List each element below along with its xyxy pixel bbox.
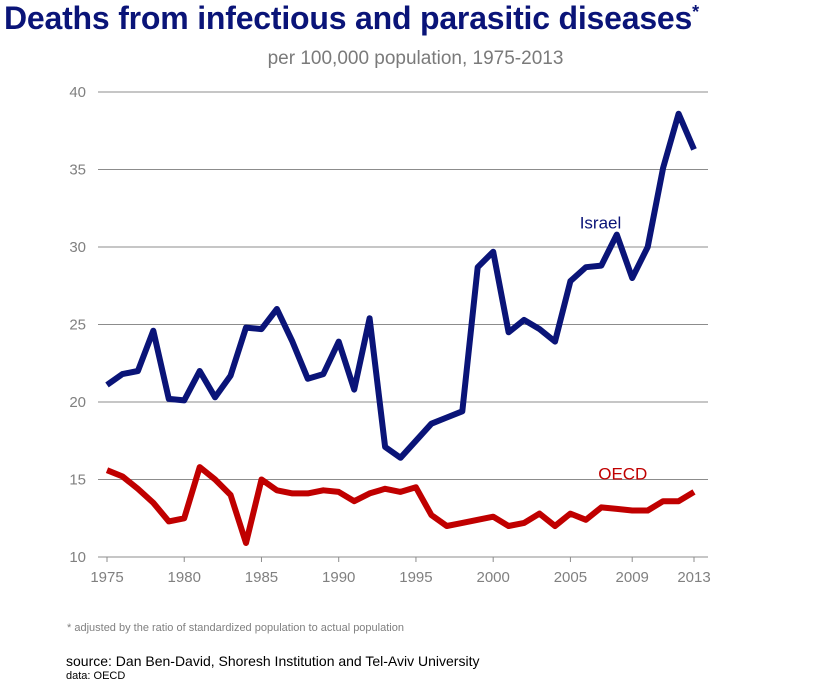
y-tick-label: 40 [69,84,86,101]
y-tick-label: 10 [69,549,86,566]
title-footnote-mark: * [692,2,699,22]
footnote: * adjusted by the ratio of standardized … [67,622,404,634]
y-tick-label: 20 [69,394,86,411]
source-credit: source: Dan Ben-David, Shoresh Instituti… [66,653,480,669]
chart-title: Deaths from infectious and parasitic dis… [4,0,699,36]
x-tick-label: 2013 [677,569,710,586]
series-label-oecd: OECD [598,465,647,484]
x-tick-label: 1975 [90,569,123,586]
x-tick-label: 1990 [322,569,355,586]
x-tick-label: 2005 [554,569,587,586]
series-lines [105,110,697,546]
y-axis-ticks: 10 15 20 25 30 35 40 [69,84,86,566]
y-tick-label: 30 [69,239,86,256]
gridlines [98,91,708,558]
x-tick-label: 2009 [616,569,649,586]
y-tick-label: 25 [69,317,86,334]
x-tick-label: 1995 [399,569,432,586]
series-line-oecd [105,464,696,546]
data-credit: data: OECD [66,670,126,682]
chart-subtitle: per 100,000 population, 1975-2013 [267,48,564,69]
y-tick-label: 35 [69,162,86,179]
x-tick-label: 1985 [245,569,278,586]
series-line-israel [105,110,697,461]
series-label-israel: Israel [580,213,622,232]
x-tick-label: 2000 [476,569,509,586]
series-labels: Israel OECD [580,213,648,483]
x-axis-ticks: 1975 1980 1985 1990 1995 2000 2005 2009 2013 [90,557,711,586]
y-tick-label: 15 [69,472,86,489]
x-tick-label: 1980 [168,569,201,586]
